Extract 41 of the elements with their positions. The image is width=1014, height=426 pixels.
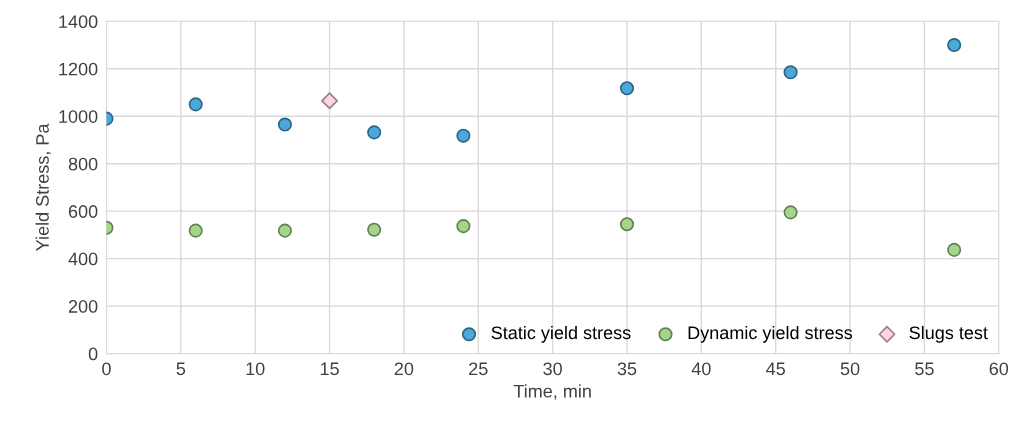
point (947, 37, 962, 53)
point (619, 81, 635, 96)
x-tick-label: 10 (246, 362, 265, 376)
point (456, 219, 471, 234)
x-tick-label: 20 (394, 362, 414, 376)
y-tick-label: 1200 (59, 62, 98, 76)
x-tick-label: 5 (176, 362, 186, 376)
x-tick-label: 0 (102, 362, 111, 376)
y-tick-label: 1000 (59, 110, 98, 123)
y-tick-label: 800 (68, 157, 98, 171)
point (367, 125, 382, 140)
y-tick-label: 1400 (59, 15, 98, 29)
point (947, 242, 962, 257)
point (277, 223, 292, 238)
y-axis-title: Yield Stress, Pa (35, 123, 51, 251)
x-tick-label: 15 (320, 362, 339, 376)
x-tick-label: 40 (691, 362, 711, 376)
x-axis-title: Time, min (513, 384, 591, 400)
x-tick-label: 55 (915, 362, 934, 376)
point (321, 92, 338, 110)
x-tick-label: 30 (543, 362, 562, 376)
legend-label: Slugs test (909, 325, 988, 343)
point (783, 65, 798, 80)
point (456, 128, 471, 143)
point (277, 117, 292, 132)
point (367, 222, 382, 237)
x-tick-label: 35 (617, 362, 637, 376)
x-tick-label: 45 (766, 362, 785, 376)
y-tick-label: 400 (68, 252, 98, 266)
x-tick-label: 50 (840, 362, 860, 376)
point (619, 217, 635, 232)
x-tick-label: 60 (989, 362, 1009, 376)
y-tick-label: 200 (68, 300, 98, 313)
point (188, 97, 203, 112)
point (188, 223, 203, 238)
y-tick-label: 600 (68, 205, 98, 218)
y-tick-label: 0 (88, 347, 98, 361)
legend-label: Dynamic yield stress (688, 325, 853, 343)
x-tick-label: 25 (469, 362, 488, 376)
legend-label: Static yield stress (491, 325, 631, 343)
point (783, 205, 798, 220)
